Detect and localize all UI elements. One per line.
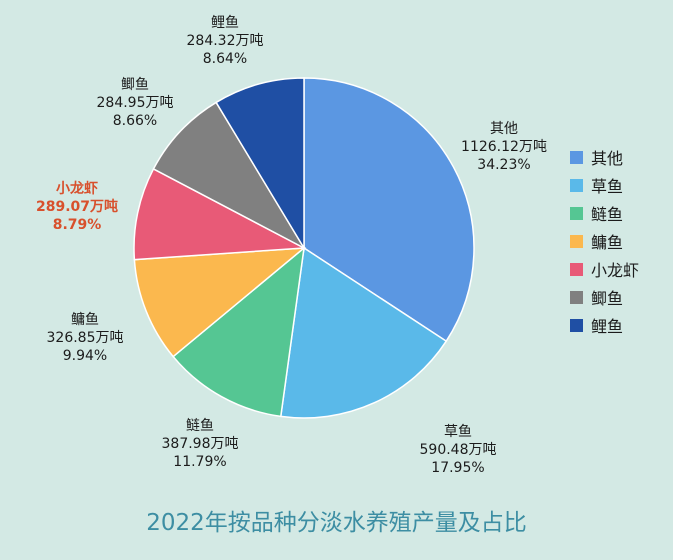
legend-label: 鳙鱼	[591, 233, 624, 252]
pie-slice-1	[279, 246, 448, 419]
legend-label: 鲢鱼	[591, 205, 624, 224]
slice-label-liyu: 鲤鱼 284.32万吨 8.64%	[186, 15, 264, 67]
pie-slice-2	[172, 246, 306, 418]
slice-label-yongyu: 鳙鱼 326.85万吨 9.94%	[46, 312, 124, 364]
legend-item: 鲢鱼	[570, 199, 639, 227]
slice-label-lianyu: 鲢鱼 387.98万吨 11.79%	[161, 418, 239, 470]
legend-item: 鲫鱼	[570, 283, 639, 311]
legend-swatch	[570, 150, 583, 164]
legend-item: 鲤鱼	[570, 311, 639, 339]
legend-swatch	[570, 206, 583, 220]
legend-swatch	[570, 290, 583, 304]
legend-label: 其他	[591, 149, 624, 168]
pie-slice-3	[133, 247, 307, 358]
slice-label-caoyu: 草鱼 590.48万吨 17.95%	[419, 424, 497, 476]
pie-slice-6	[215, 77, 305, 251]
legend-label: 鲤鱼	[591, 317, 624, 336]
legend-item: 其他	[570, 143, 639, 171]
legend-swatch	[570, 318, 583, 332]
slice-label-jiyu: 鲫鱼 284.95万吨 8.66%	[96, 77, 174, 129]
legend-swatch	[570, 262, 583, 276]
chart-title: 2022年按品种分淡水养殖产量及占比	[146, 510, 527, 536]
legend-label: 草鱼	[591, 177, 624, 196]
legend-swatch	[570, 234, 583, 248]
legend-label: 鲫鱼	[591, 289, 624, 308]
legend-item: 草鱼	[570, 171, 639, 199]
slice-label-xiaolongxia: 小龙虾 289.07万吨 8.79%	[35, 181, 119, 233]
legend-item: 小龙虾	[570, 255, 639, 283]
chart-legend: 其他 草鱼 鲢鱼 鳙鱼 小龙虾 鲫鱼 鲤鱼	[570, 143, 639, 339]
legend-item: 鳙鱼	[570, 227, 639, 255]
legend-swatch	[570, 178, 583, 192]
legend-label: 小龙虾	[591, 261, 640, 280]
slice-label-qita: 其他 1126.12万吨 34.23%	[461, 121, 547, 173]
pie-slice-5	[152, 101, 307, 250]
pie-slice-4	[133, 167, 307, 261]
